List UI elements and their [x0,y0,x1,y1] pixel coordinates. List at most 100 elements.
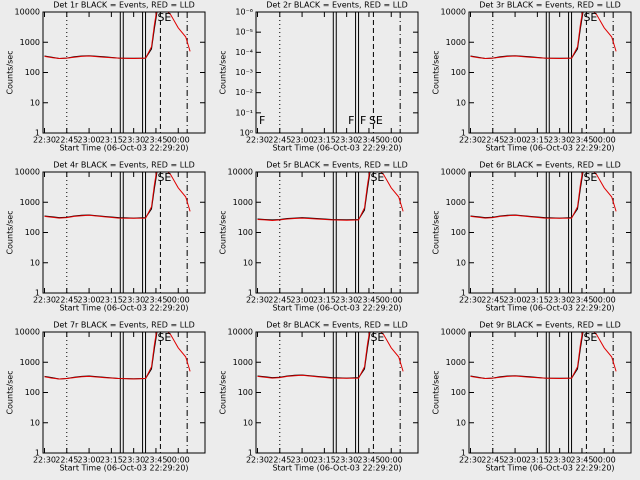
x-tick-label: 23:45 [570,456,593,465]
x-tick-label: 22:45 [55,456,78,465]
x-tick-label: 23:45 [357,456,380,465]
x-axis-label: Start Time (06-Oct-03 22:29:20) [59,464,188,473]
annotation: SE [583,331,597,344]
x-tick-label: 23:00 [504,456,527,465]
y-axis-label: Counts/sec [219,370,228,414]
x-tick-label: 23:00 [504,296,527,305]
y-tick-label: 10⁻² [235,88,253,97]
x-tick-label: 23:30 [548,136,571,145]
chart-title: Det 4r BLACK = Events, RED = LLD [53,161,195,170]
plot-frame [42,11,206,134]
y-tick-label: 10000 [228,328,253,337]
x-tick-label: 22:45 [55,136,78,145]
y-tick-label: 1000 [20,358,40,367]
x-axis-label: Start Time (06-Oct-03 22:29:20) [272,464,401,473]
series-line [44,12,191,60]
x-tick-label: 23:00 [291,456,314,465]
y-tick-label: 10⁻¹ [235,108,253,117]
y-tick-label: 10000 [15,8,40,17]
x-tick-label: 23:15 [313,456,336,465]
series-line [470,332,617,380]
chart-title: Det 1r BLACK = Events, RED = LLD [53,1,195,10]
x-axis-label: Start Time (06-Oct-03 22:29:20) [59,304,188,313]
x-tick-label: 22:30 [33,456,56,465]
x-axis-label: Start Time (06-Oct-03 22:29:20) [272,144,401,153]
x-tick-label: 22:30 [459,456,482,465]
y-tick-label: 100 [25,388,40,397]
x-tick-label: 23:30 [122,296,145,305]
x-tick-label: 23:15 [100,296,123,305]
x-tick-label: 00:00 [380,136,403,145]
panel: Det 1r BLACK = Events, RED = LLD Start Ti… [6,1,206,153]
annotation: SE [157,171,171,184]
panel: Det 4r BLACK = Events, RED = LLD Start Ti… [6,161,206,313]
x-tick-label: 23:15 [100,456,123,465]
x-axis-label: Start Time (06-Oct-03 22:29:20) [59,144,188,153]
x-tick-label: 22:45 [268,456,291,465]
series-line [470,12,617,60]
panel: Det 2r BLACK = Events, RED = LLD Start Ti… [219,1,419,153]
y-tick-label: 1 [248,289,253,298]
annotation: SE [370,171,384,184]
x-tick-label: 23:30 [335,296,358,305]
y-tick-label: 10000 [228,168,253,177]
panel: Det 7r BLACK = Events, RED = LLD Start Ti… [6,321,206,473]
series-line [470,172,617,219]
y-tick-label: 1 [35,449,40,458]
y-axis-label: Counts/sec [432,370,441,414]
chart-title: Det 2r BLACK = Events, RED = LLD [266,1,408,10]
y-tick-label: 100 [25,68,40,77]
x-tick-label: 23:45 [357,136,380,145]
x-tick-label: 23:00 [78,456,101,465]
plot-frame [468,331,632,454]
chart-title: Det 7r BLACK = Events, RED = LLD [53,321,195,330]
plot-frame [42,331,206,454]
x-tick-label: 22:45 [268,296,291,305]
series-line [44,332,191,380]
x-tick-label: 23:00 [291,136,314,145]
x-tick-label: 22:30 [33,296,56,305]
y-tick-label: 100 [238,388,253,397]
annotation: F [360,114,366,127]
x-tick-label: 22:45 [481,456,504,465]
panel: Det 6r BLACK = Events, RED = LLD Start Ti… [432,161,632,313]
annotation: SE [157,11,171,24]
x-tick-label: 23:15 [526,296,549,305]
x-tick-label: 23:15 [100,136,123,145]
y-tick-label: 10⁻⁶ [235,8,253,17]
x-axis-label: Start Time (06-Oct-03 22:29:20) [485,304,614,313]
plot-frame [468,11,632,134]
x-tick-label: 00:00 [593,136,616,145]
panel: Det 5r BLACK = Events, RED = LLD Start Ti… [219,161,419,313]
x-tick-label: 23:00 [504,136,527,145]
y-tick-label: 10000 [441,8,466,17]
chart-title: Det 3r BLACK = Events, RED = LLD [479,1,621,10]
y-tick-label: 10 [30,418,40,427]
x-tick-label: 23:15 [526,136,549,145]
y-tick-label: 10⁻⁵ [235,28,253,37]
y-tick-label: 1 [461,289,466,298]
x-tick-label: 23:30 [122,136,145,145]
y-tick-label: 100 [451,68,466,77]
y-tick-label: 1000 [446,38,466,47]
y-axis-label: Counts/sec [432,50,441,94]
plot-frame [42,171,206,294]
x-tick-label: 23:45 [144,136,167,145]
y-tick-label: 100 [451,388,466,397]
y-tick-label: 1 [35,289,40,298]
series-line [257,172,404,222]
y-tick-label: 1000 [446,358,466,367]
annotation: SE [583,11,597,24]
x-tick-label: 23:30 [548,456,571,465]
y-axis-label: Counts/sec [219,210,228,254]
y-tick-label: 10000 [441,328,466,337]
plot-frame [468,171,632,294]
series-line [44,172,191,219]
x-tick-label: 23:00 [78,136,101,145]
y-tick-label: 10000 [441,168,466,177]
x-tick-label: 22:30 [33,136,56,145]
plot-frame [255,171,419,294]
x-tick-label: 00:00 [167,456,190,465]
y-tick-label: 10 [456,98,466,107]
x-tick-label: 23:30 [122,456,145,465]
